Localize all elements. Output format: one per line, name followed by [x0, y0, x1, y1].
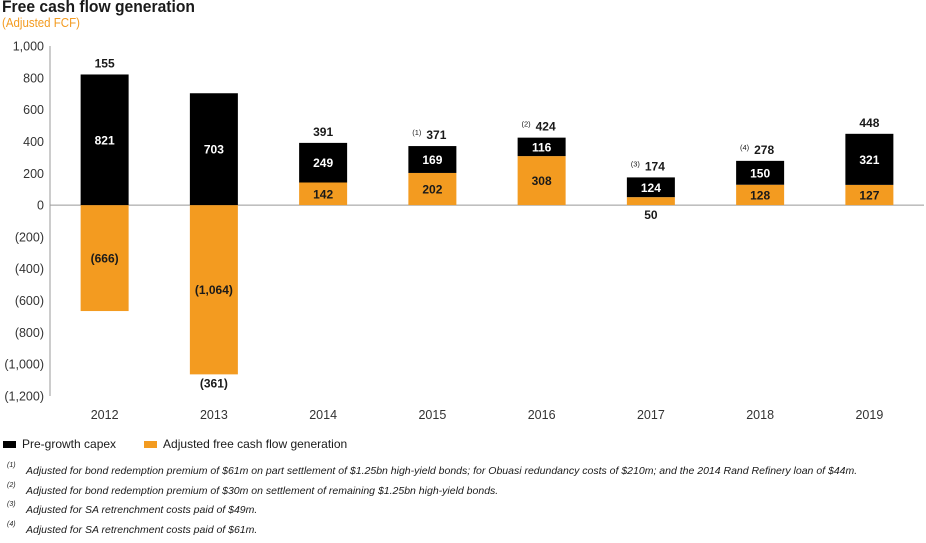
capex-value-label: 321: [859, 153, 879, 167]
fcf-bar: [408, 172, 457, 206]
footnote-mark: (3): [7, 501, 16, 508]
capex-value-label: 821: [95, 133, 115, 147]
total-value-label: 391: [313, 125, 333, 139]
x-tick-label: 2015: [418, 408, 446, 422]
footnote-text: Adjusted for SA retrenchment costs paid …: [26, 504, 258, 516]
bar-chart: 1,000 800 600 400 200 0 (200) (400) (600) (800) (1…: [4, 40, 924, 422]
fcf-value-label: 142: [313, 187, 333, 201]
fcf-value-label: (1,064): [195, 283, 233, 297]
fcf-bar: [517, 156, 566, 206]
fcf-value-label: 50: [644, 208, 658, 222]
y-tick-label: 1,000: [13, 40, 44, 54]
y-tick-label: (1,200): [4, 390, 44, 404]
y-tick-label: (400): [15, 262, 44, 276]
capex-bar: [845, 133, 894, 185]
y-tick-label: (800): [15, 326, 44, 340]
legend-item-fcf: Adjusted free cash flow generation: [144, 437, 347, 451]
fcf-value-label: 202: [422, 183, 442, 197]
x-tick-label: 2012: [91, 408, 119, 422]
legend: Pre-growth capex Adjusted free cash flow…: [3, 437, 375, 451]
legend-item-capex: Pre-growth capex: [3, 437, 116, 451]
capex-bar: [517, 137, 566, 157]
footnote-text: Adjusted for SA retrenchment costs paid …: [26, 523, 258, 536]
footnote-text: Adjusted for bond redemption premium of …: [26, 484, 499, 497]
fcf-value-label: (666): [91, 252, 119, 266]
y-tick-label: 200: [23, 167, 44, 181]
y-tick-label: (600): [15, 294, 44, 308]
y-tick-label: 0: [37, 199, 44, 213]
capex-value-label: 124: [641, 181, 661, 195]
y-tick-label: 600: [23, 103, 44, 117]
legend-swatch-fcf: [144, 440, 158, 448]
y-tick-label: 800: [23, 71, 44, 85]
fcf-value-label: 128: [750, 188, 770, 202]
x-tick-label: 2017: [637, 408, 665, 422]
legend-label-fcf: Adjusted free cash flow generation: [163, 437, 348, 451]
capex-bar: [80, 74, 129, 206]
y-tick-label: (200): [15, 230, 44, 244]
capex-bar: [189, 93, 238, 206]
total-value-label: 174: [645, 159, 665, 173]
total-value-label: 424: [536, 120, 556, 134]
total-value-label: 155: [95, 56, 115, 70]
total-value-label: 448: [859, 116, 879, 130]
chart-subtitle: (Adjusted FCF): [2, 16, 80, 30]
fcf-bar: [626, 197, 675, 206]
footnote-text: Adjusted for bond redemption premium of …: [26, 465, 858, 477]
capex-bar: [626, 177, 675, 198]
x-tick-label: 2014: [309, 408, 337, 422]
footnote-mark: (1): [7, 462, 16, 469]
x-tick-label: 2019: [855, 408, 883, 422]
capex-value-label: 703: [204, 143, 224, 157]
capex-bar: [736, 160, 785, 185]
legend-label-capex: Pre-growth capex: [22, 437, 117, 451]
capex-bar: [299, 142, 348, 183]
legend-swatch-capex: [3, 440, 16, 448]
fcf-value-label: 308: [532, 174, 552, 188]
x-tick-label: 2018: [746, 408, 774, 422]
total-note-mark: (1): [412, 128, 422, 137]
fcf-bar: [189, 205, 238, 375]
total-value-label: 278: [754, 143, 774, 157]
y-tick-label: 400: [23, 135, 44, 149]
fcf-bar: [299, 182, 348, 206]
fcf-bar: [845, 184, 894, 206]
total-value-label: (361): [200, 376, 228, 390]
capex-bar: [408, 146, 457, 173]
fcf-bar: [736, 184, 785, 206]
capex-value-label: 150: [750, 166, 770, 180]
footnote-mark: (2): [7, 481, 16, 489]
capex-value-label: 169: [422, 153, 442, 167]
total-note-mark: (4): [740, 143, 750, 152]
total-note-mark: (2): [521, 120, 531, 129]
capex-value-label: 116: [532, 140, 552, 154]
total-note-mark: (3): [631, 159, 641, 168]
capex-value-label: 249: [313, 156, 333, 170]
fcf-value-label: 127: [859, 188, 879, 202]
x-tick-label: 2016: [528, 408, 556, 422]
footnote-mark: (4): [7, 520, 16, 528]
chart-title: Free cash flow generation: [2, 0, 195, 16]
fcf-bar: [80, 205, 129, 312]
total-value-label: 371: [426, 128, 446, 142]
y-tick-label: (1,000): [4, 358, 44, 372]
x-tick-label: 2013: [200, 408, 228, 422]
